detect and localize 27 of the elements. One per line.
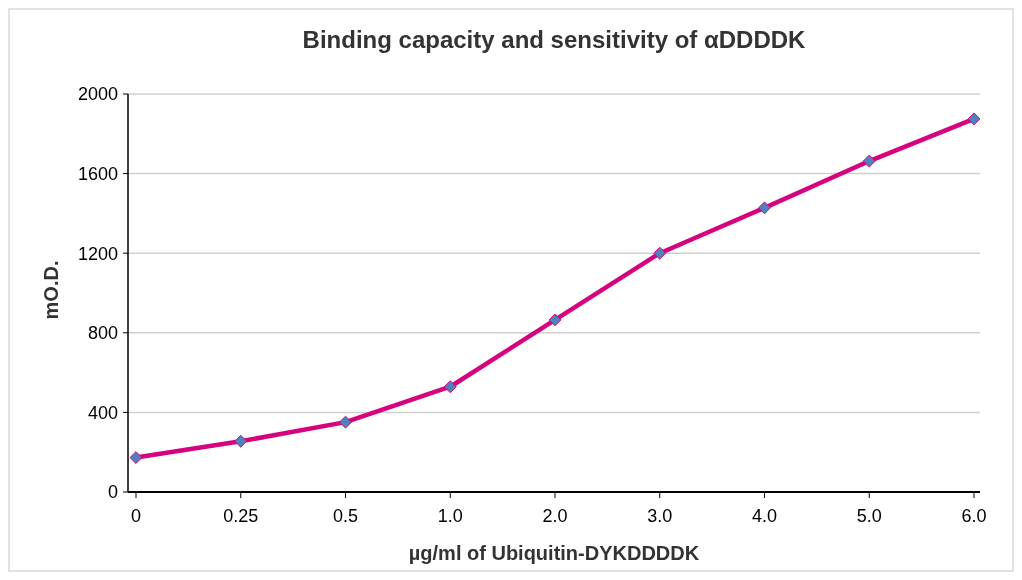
chart-title: Binding capacity and sensitivity of αDDDDK: [302, 26, 807, 53]
point: [758, 201, 771, 215]
x-tick-label: 0: [130, 506, 142, 526]
y-axis-title: mO.D.: [40, 260, 62, 320]
y-tick-label: 2000: [77, 84, 118, 105]
point: [862, 154, 876, 168]
x-axis-title: µg/ml of Ubiquitin-DYKDDDDK: [408, 542, 700, 564]
y-tick-label: 1600: [77, 163, 118, 184]
x-tick-label: 0.25: [223, 506, 259, 526]
x-tick-label: 2.0: [542, 506, 568, 526]
x-tick-label: 5.0: [856, 506, 882, 526]
point: [653, 246, 667, 260]
y-tick-label: 400: [87, 402, 118, 423]
point: [443, 380, 457, 394]
y-tick-label: 1200: [77, 243, 118, 264]
y-tick-label: 0: [107, 482, 118, 503]
x-tick-label: 0.5: [332, 506, 359, 526]
point: [967, 112, 981, 126]
x-tick-label: 3.0: [647, 506, 673, 526]
point: [234, 434, 248, 448]
y-tick-label: 800: [87, 323, 118, 344]
x-tick-label: 6.0: [961, 506, 987, 526]
x-tick-label: 4.0: [751, 506, 778, 526]
x-tick-label: 1.0: [437, 506, 463, 526]
point: [339, 415, 352, 429]
point: [548, 313, 562, 327]
point: [129, 451, 143, 465]
